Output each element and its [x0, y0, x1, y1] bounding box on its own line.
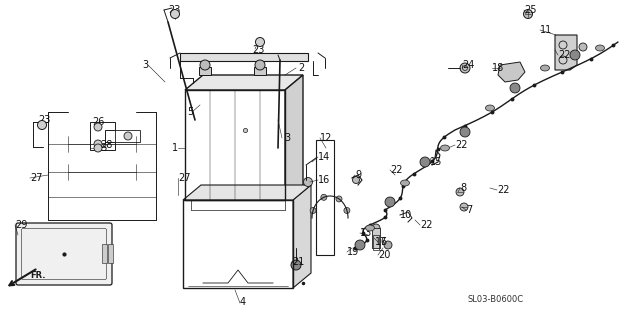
- Text: 23: 23: [252, 45, 264, 55]
- Bar: [372, 228, 380, 248]
- Text: 6: 6: [380, 237, 386, 247]
- Bar: [185, 90, 285, 200]
- Text: 22: 22: [390, 165, 403, 175]
- Text: 18: 18: [492, 63, 504, 73]
- Circle shape: [524, 9, 532, 18]
- Text: 27: 27: [30, 173, 42, 183]
- Text: 26: 26: [92, 117, 104, 127]
- Circle shape: [355, 240, 365, 250]
- Polygon shape: [555, 35, 577, 70]
- Circle shape: [170, 9, 179, 18]
- Polygon shape: [498, 62, 525, 82]
- Text: 11: 11: [540, 25, 552, 35]
- Circle shape: [124, 132, 132, 140]
- Circle shape: [310, 207, 316, 213]
- Text: 7: 7: [466, 205, 472, 215]
- Text: 19: 19: [347, 247, 359, 257]
- Circle shape: [579, 43, 587, 51]
- Circle shape: [570, 50, 580, 60]
- Text: 12: 12: [320, 133, 332, 143]
- Text: 28: 28: [100, 140, 113, 150]
- Text: 16: 16: [318, 175, 330, 185]
- Text: 20: 20: [378, 250, 390, 260]
- Circle shape: [353, 177, 360, 183]
- Text: 4: 4: [240, 297, 246, 307]
- Bar: [254, 67, 266, 75]
- Polygon shape: [183, 185, 311, 200]
- Text: 10: 10: [400, 210, 412, 220]
- Circle shape: [336, 196, 342, 202]
- Bar: [316, 140, 334, 255]
- Ellipse shape: [486, 105, 495, 111]
- Ellipse shape: [401, 180, 410, 186]
- Circle shape: [420, 157, 430, 167]
- Circle shape: [372, 224, 380, 232]
- Text: 25: 25: [524, 5, 536, 15]
- Circle shape: [38, 120, 47, 129]
- Text: 15: 15: [430, 157, 442, 167]
- Circle shape: [510, 83, 520, 93]
- Text: SL03-B0600C: SL03-B0600C: [468, 295, 524, 305]
- Circle shape: [344, 207, 350, 213]
- Text: 9: 9: [355, 170, 361, 180]
- Text: 8: 8: [460, 183, 466, 193]
- Polygon shape: [285, 75, 303, 200]
- Ellipse shape: [365, 225, 374, 231]
- Bar: [108, 244, 113, 263]
- Text: 21: 21: [292, 257, 305, 267]
- Circle shape: [321, 194, 327, 200]
- Text: 13: 13: [360, 228, 372, 238]
- Circle shape: [460, 127, 470, 137]
- Circle shape: [460, 63, 470, 73]
- Circle shape: [456, 188, 464, 196]
- Text: 17: 17: [375, 237, 387, 247]
- Text: 5: 5: [187, 107, 193, 117]
- Circle shape: [255, 60, 265, 70]
- Text: 29: 29: [15, 220, 28, 230]
- Text: 23: 23: [168, 5, 180, 15]
- Bar: [183, 200, 293, 288]
- Text: 24: 24: [462, 60, 474, 70]
- Circle shape: [384, 241, 392, 249]
- Circle shape: [200, 60, 210, 70]
- FancyBboxPatch shape: [16, 223, 112, 285]
- Text: 1: 1: [172, 143, 178, 153]
- Polygon shape: [185, 75, 303, 90]
- Ellipse shape: [595, 45, 605, 51]
- Circle shape: [460, 203, 468, 211]
- Bar: [373, 235, 379, 250]
- Ellipse shape: [440, 145, 449, 151]
- Text: 23: 23: [38, 115, 51, 125]
- Text: 22: 22: [558, 50, 570, 60]
- Text: FR.: FR.: [30, 271, 45, 280]
- Text: 27: 27: [178, 173, 191, 183]
- Text: 14: 14: [318, 152, 330, 162]
- Text: 3: 3: [142, 60, 148, 70]
- Circle shape: [94, 144, 102, 152]
- Circle shape: [94, 140, 102, 148]
- Text: 22: 22: [420, 220, 433, 230]
- Circle shape: [385, 197, 395, 207]
- Text: 2: 2: [298, 63, 304, 73]
- Bar: [199, 67, 211, 75]
- Circle shape: [94, 123, 102, 131]
- Bar: [102, 244, 107, 263]
- Polygon shape: [293, 185, 311, 288]
- Circle shape: [291, 260, 301, 270]
- Bar: [180, 53, 308, 61]
- Text: 22: 22: [497, 185, 509, 195]
- Text: 3: 3: [284, 133, 290, 143]
- Text: 23: 23: [95, 143, 108, 153]
- Text: 22: 22: [455, 140, 467, 150]
- Ellipse shape: [541, 65, 550, 71]
- Circle shape: [255, 37, 264, 46]
- Circle shape: [303, 178, 312, 187]
